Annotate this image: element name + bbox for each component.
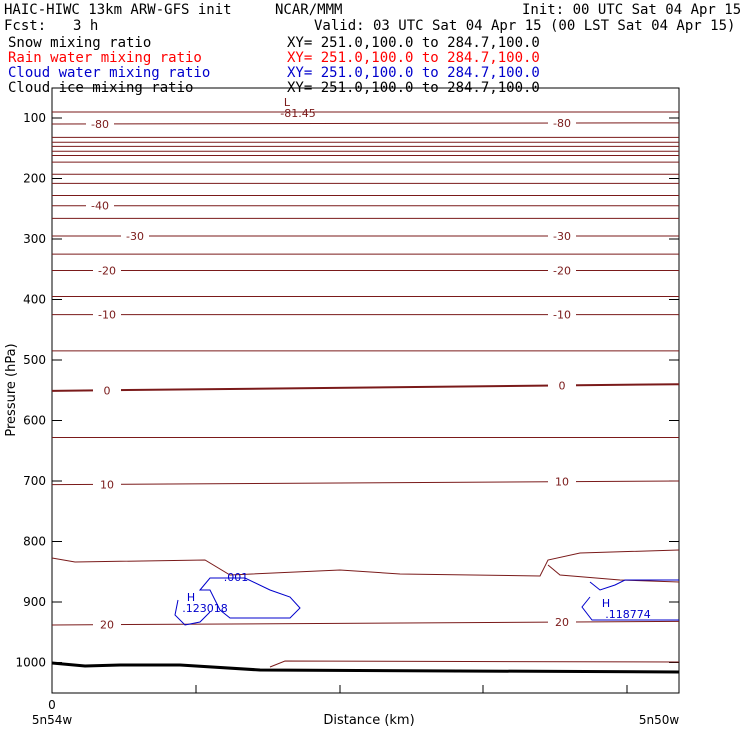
x-left-location: 5n54w bbox=[32, 713, 73, 727]
isotherm-label-bg-10-L bbox=[93, 478, 121, 491]
isotherm-label--80-R: -80 bbox=[553, 117, 571, 130]
isotherm-10 bbox=[51, 480, 680, 486]
isotherm-label-bg--20-R bbox=[548, 264, 576, 277]
axis-ticks bbox=[51, 117, 680, 693]
field-xy-snow: XY= 251.0,100.0 to 284.7,100.0 bbox=[287, 35, 540, 51]
isotherm-label-bg-20-R bbox=[548, 616, 576, 629]
isotherm-label-bg--30-L bbox=[121, 229, 149, 242]
cloud-water-max-symbol-0: H bbox=[187, 591, 195, 604]
y-axis-title: Pressure (hPa) bbox=[4, 343, 19, 436]
x-right-location: 5n50w bbox=[639, 713, 680, 727]
isotherm-label--30-R: -30 bbox=[553, 230, 571, 243]
isotherm-label-0-L: 0 bbox=[104, 384, 111, 397]
isotherm-label--10-R: -10 bbox=[553, 309, 571, 322]
valid-time: Valid: 03 UTC Sat 04 Apr 15 (00 LST Sat … bbox=[314, 18, 736, 34]
org-label: NCAR/MMM bbox=[275, 2, 343, 18]
cloud-water-contour-left bbox=[198, 577, 301, 619]
cloud-water-contour-right-2 bbox=[581, 596, 679, 621]
cloud-water-contour-label: .001 bbox=[224, 571, 249, 584]
isotherm--80 bbox=[51, 122, 680, 125]
isotherm-label-bg-10-R bbox=[548, 475, 576, 488]
min-temp-symbol: L bbox=[284, 96, 291, 109]
field-name-rain: Rain water mixing ratio bbox=[8, 50, 202, 66]
isotherm-label-bg--40-L bbox=[86, 199, 114, 212]
isotherm-low-1 bbox=[51, 549, 680, 577]
model-title: HAIC-HIWC 13km ARW-GFS init bbox=[4, 2, 232, 18]
isotherm-label-10-R: 10 bbox=[555, 476, 569, 489]
y-tick-label-800: 800 bbox=[23, 535, 46, 549]
cloud-water-max-value-1: .118774 bbox=[605, 608, 651, 621]
x-axis-title: Distance (km) bbox=[323, 713, 414, 728]
isotherm-label-bg-0-L bbox=[93, 384, 121, 397]
isotherm-surface-warm bbox=[269, 660, 680, 668]
x-tick-label-0: 0 bbox=[48, 698, 56, 712]
field-name-snow: Snow mixing ratio bbox=[8, 35, 152, 51]
field-xy-rain: XY= 251.0,100.0 to 284.7,100.0 bbox=[287, 50, 540, 66]
field-name-cloud-water: Cloud water mixing ratio bbox=[8, 65, 211, 81]
isotherm-label-20-L: 20 bbox=[100, 619, 114, 632]
isotherm-label-bg-0-R bbox=[548, 379, 576, 392]
surface-layer bbox=[51, 661, 680, 674]
y-tick-label-500: 500 bbox=[23, 353, 46, 367]
isotherm-label-0-R: 0 bbox=[559, 379, 566, 392]
isotherm-label--30-L: -30 bbox=[126, 230, 144, 243]
y-tick-label-200: 200 bbox=[23, 172, 46, 186]
isotherm-label-bg--10-L bbox=[93, 308, 121, 321]
isotherm-label--20-L: -20 bbox=[98, 264, 116, 277]
field-xy-cloud-water: XY= 251.0,100.0 to 284.7,100.0 bbox=[287, 65, 540, 81]
isotherm-label-bg--10-R bbox=[548, 308, 576, 321]
temperature-contours: -80 -80 -40 -30 -30 -20 -20 -10 -10 0 0 10 10 20 20 L-8… bbox=[51, 96, 680, 668]
isotherm-label-10-L: 10 bbox=[100, 478, 114, 491]
isotherm-label-bg--20-L bbox=[93, 264, 121, 277]
cloud-water-contour-left-2 bbox=[174, 599, 211, 626]
y-tick-label-1000: 1000 bbox=[15, 656, 46, 670]
isotherm-label--80-L: -80 bbox=[91, 118, 109, 131]
y-tick-label-600: 600 bbox=[23, 414, 46, 428]
min-temp-value: -81.45 bbox=[280, 107, 315, 120]
forecast-label: Fcst: bbox=[4, 18, 47, 34]
y-tick-label-900: 900 bbox=[23, 595, 46, 609]
y-tick-label-700: 700 bbox=[23, 474, 46, 488]
isotherm-label-bg--80-L bbox=[86, 117, 114, 130]
cloud-water-max-value-0: .123018 bbox=[182, 602, 228, 615]
y-tick-label-100: 100 bbox=[23, 111, 46, 125]
init-time: Init: 00 UTC Sat 04 Apr 15 bbox=[522, 2, 740, 18]
cloud-water-max-symbol-1: H bbox=[602, 597, 610, 610]
isotherm-label--10-L: -10 bbox=[98, 309, 116, 322]
y-tick-label-400: 400 bbox=[23, 293, 46, 307]
cloud-water-contour-right bbox=[589, 579, 679, 591]
isotherm-low-2 bbox=[547, 564, 680, 583]
isotherm-label-bg-20-L bbox=[93, 618, 121, 631]
isotherm-0 bbox=[51, 383, 680, 392]
ground-surface-line bbox=[51, 661, 680, 674]
isotherm-label--40-L: -40 bbox=[91, 200, 109, 213]
isotherm-label-bg--30-R bbox=[548, 229, 576, 242]
isotherm-label-20-R: 20 bbox=[555, 616, 569, 629]
y-tick-label-300: 300 bbox=[23, 232, 46, 246]
isotherm-label-bg--80-R bbox=[548, 117, 576, 130]
isotherm-label--20-R: -20 bbox=[553, 264, 571, 277]
forecast-hour: 3 h bbox=[73, 18, 99, 34]
isotherm-20 bbox=[51, 620, 680, 626]
